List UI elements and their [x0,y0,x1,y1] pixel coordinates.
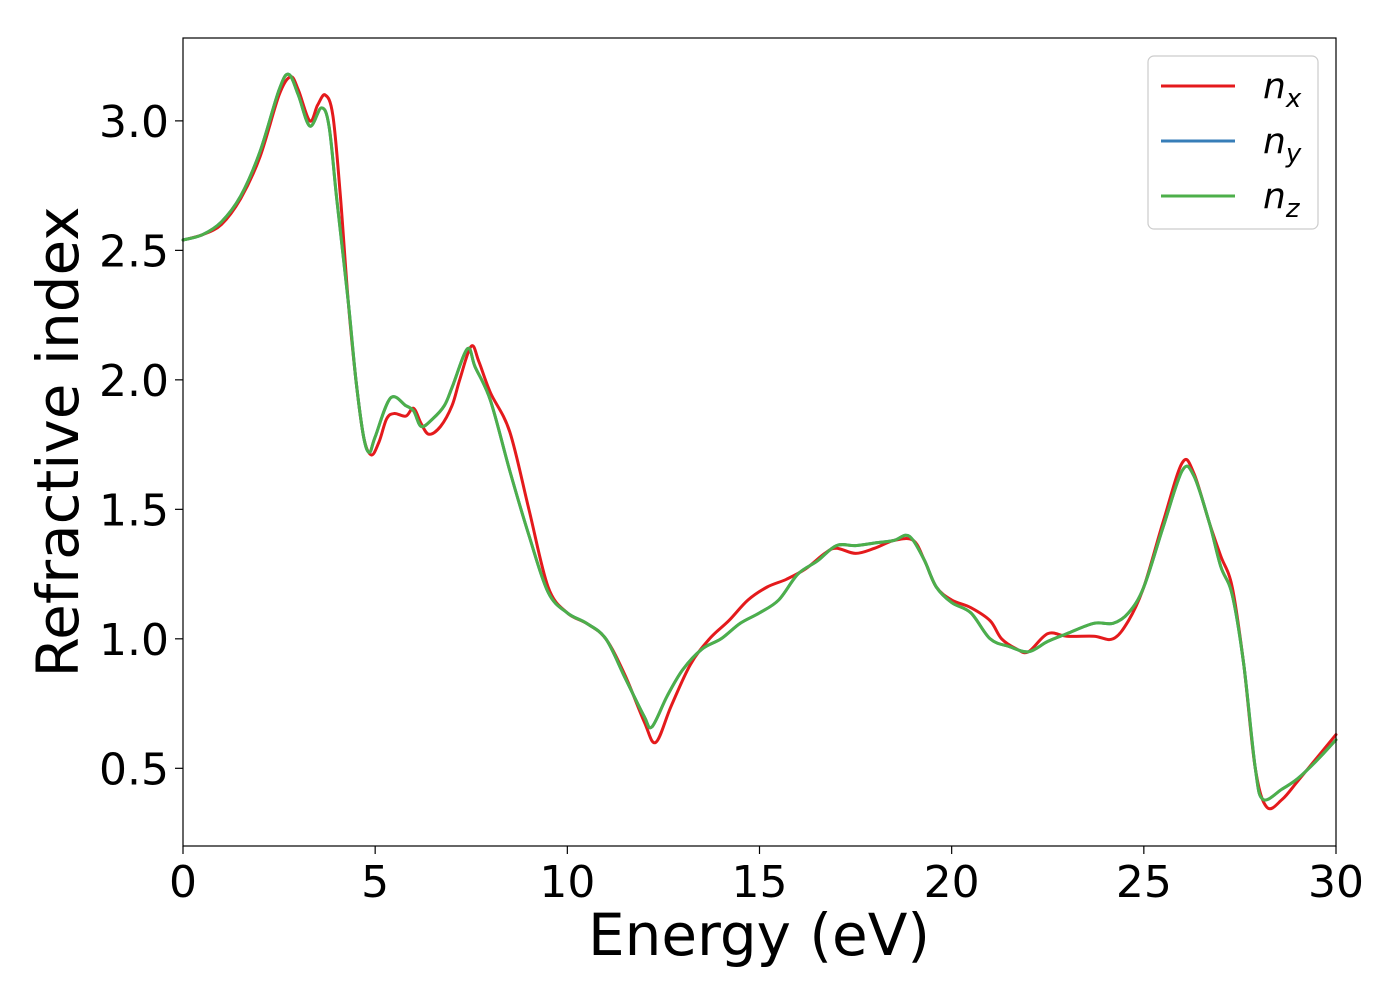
series-line-n-z [181,72,1338,802]
legend-label-subscript: y [1285,139,1302,169]
legend-label-subscript: z [1285,194,1301,224]
y-tick-label: 2.5 [99,226,169,277]
x-tick-label: 5 [361,857,389,908]
y-axis-ticks: 0.5 1.0 1.5 2.0 2.5 3.0 [99,97,183,795]
y-tick-label: 3.0 [99,97,169,148]
y-tick-label: 1.5 [99,485,169,536]
x-axis-ticks: 0 5 10 15 20 25 30 [169,846,1364,908]
x-tick-label: 0 [169,857,197,908]
x-tick-label: 30 [1308,857,1364,908]
x-tick-label: 10 [539,857,595,908]
y-axis-title: Refractive index [24,206,92,677]
x-tick-label: 25 [1116,857,1172,908]
y-tick-label: 0.5 [99,744,169,795]
x-axis-title: Energy (eV) [588,901,930,969]
legend-label-subscript: x [1285,84,1302,114]
y-tick-label: 1.0 [99,615,169,666]
y-tick-label: 2.0 [99,356,169,407]
x-tick-label: 20 [924,857,980,908]
x-tick-label: 15 [732,857,788,908]
series-lines [181,72,1338,811]
